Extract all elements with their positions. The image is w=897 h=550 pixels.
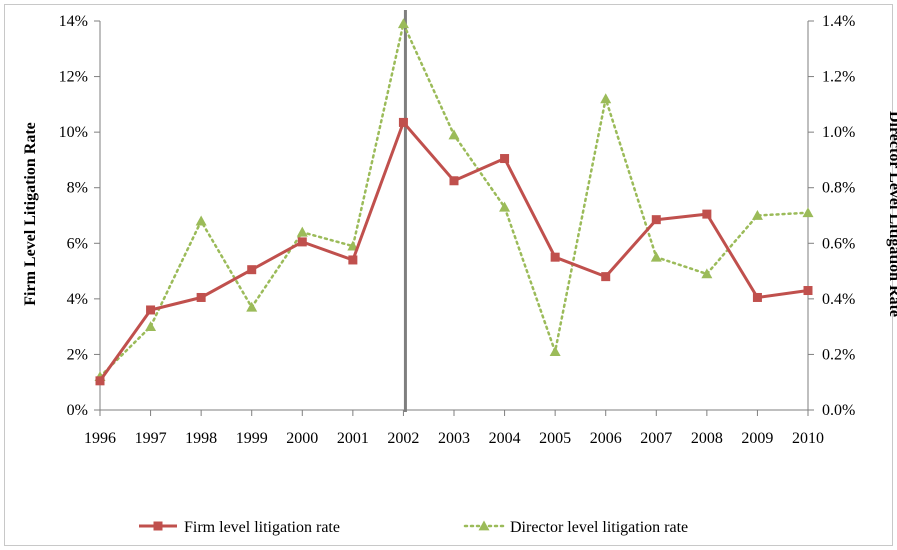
legend-marker-triangle bbox=[478, 520, 490, 531]
left-axis-tick-label: 6% bbox=[67, 235, 88, 252]
x-axis-tick-label: 2002 bbox=[387, 430, 419, 447]
x-axis-tick-label: 2010 bbox=[792, 430, 824, 447]
x-axis-tick-label: 1998 bbox=[185, 430, 217, 447]
right-axis-tick-label: 1.2% bbox=[822, 69, 855, 86]
data-point-square bbox=[95, 376, 105, 386]
data-point-square bbox=[550, 252, 560, 262]
series-firm-level bbox=[95, 117, 813, 386]
left-axis-tick-label: 8% bbox=[67, 180, 88, 197]
data-point-square bbox=[449, 176, 459, 186]
right-axis-tick-label: 0.0% bbox=[822, 402, 855, 419]
data-point-square bbox=[196, 292, 206, 302]
data-point-triangle bbox=[802, 207, 814, 218]
right-axis-title: Director Level Litigation Rate bbox=[886, 111, 897, 317]
legend: Firm level litigation rate Director level… bbox=[139, 519, 688, 536]
x-axis-tick-label: 2005 bbox=[539, 430, 571, 447]
right-axis-tick-labels: 0.0% 0.2% 0.4% 0.6% 0.8% 1.0% 1.2% 1.4% bbox=[822, 13, 855, 419]
x-axis-tick-label: 1996 bbox=[84, 430, 116, 447]
data-point-square bbox=[297, 237, 307, 247]
legend-label: Firm level litigation rate bbox=[184, 519, 340, 536]
left-axis-tick-label: 14% bbox=[59, 13, 88, 30]
data-point-square bbox=[601, 272, 611, 282]
data-point-square bbox=[398, 117, 408, 127]
x-axis-tick-label: 2000 bbox=[286, 430, 318, 447]
legend-marker-square bbox=[153, 521, 163, 531]
data-point-square bbox=[348, 255, 358, 265]
data-point-square bbox=[651, 215, 661, 225]
right-axis-tick-label: 0.4% bbox=[822, 291, 855, 308]
left-axis-tick-label: 10% bbox=[59, 124, 88, 141]
data-point-triangle bbox=[448, 129, 460, 140]
data-point-square bbox=[500, 154, 510, 164]
legend-item: Director level litigation rate bbox=[463, 519, 688, 536]
left-axis-tick-label: 4% bbox=[67, 291, 88, 308]
x-axis-tick-label: 2003 bbox=[438, 430, 470, 447]
series-layer bbox=[94, 18, 814, 386]
data-point-triangle bbox=[701, 268, 713, 279]
data-point-triangle bbox=[145, 321, 157, 332]
right-axis-tick-label: 1.4% bbox=[822, 13, 855, 30]
data-point-triangle bbox=[751, 210, 763, 220]
data-point-triangle bbox=[397, 18, 409, 29]
left-axis-tick-label: 12% bbox=[59, 69, 88, 86]
data-point-triangle bbox=[600, 93, 612, 104]
data-point-triangle bbox=[246, 301, 258, 312]
data-point-triangle bbox=[296, 226, 308, 237]
series-line bbox=[98, 120, 809, 382]
left-axis-tick-label: 0% bbox=[67, 402, 88, 419]
x-axis-tick-label: 2009 bbox=[741, 430, 773, 447]
data-point-square bbox=[247, 265, 257, 275]
x-axis-tick-labels: 1996 1997 1998 1999 2000 2001 2002 2003 2004 2005… bbox=[84, 430, 824, 447]
left-axis-tick-label: 2% bbox=[67, 346, 88, 363]
x-axis-tick-label: 1997 bbox=[135, 430, 167, 447]
data-point-square bbox=[702, 209, 712, 219]
data-point-triangle bbox=[347, 240, 359, 251]
left-axis-tick-labels: 0% 2% 4% 6% 8% 10% 12% 14% bbox=[59, 13, 88, 419]
right-axis-tick-label: 1.0% bbox=[822, 124, 855, 141]
right-axis-tick-label: 0.8% bbox=[822, 180, 855, 197]
x-axis-tick-label: 1999 bbox=[236, 430, 268, 447]
data-point-triangle bbox=[195, 215, 207, 226]
right-axis-tick-label: 0.2% bbox=[822, 346, 855, 363]
x-axis-tick-label: 2006 bbox=[590, 430, 622, 447]
legend-item: Firm level litigation rate bbox=[139, 519, 340, 536]
data-point-square bbox=[146, 305, 156, 315]
data-point-square bbox=[752, 292, 762, 302]
data-point-square bbox=[803, 286, 813, 296]
axes bbox=[94, 20, 814, 416]
left-axis-title: Firm Level Litigation Rate bbox=[22, 122, 39, 306]
x-axis-tick-label: 2004 bbox=[489, 430, 521, 447]
data-point-triangle bbox=[549, 346, 561, 357]
series-line bbox=[98, 22, 810, 378]
legend-label: Director level litigation rate bbox=[510, 519, 688, 536]
data-point-triangle bbox=[650, 251, 662, 262]
x-axis-tick-label: 2008 bbox=[691, 430, 723, 447]
data-point-triangle bbox=[499, 201, 511, 212]
series-director-level bbox=[94, 18, 814, 382]
x-axis-tick-label: 2007 bbox=[640, 430, 672, 447]
right-axis-tick-label: 0.6% bbox=[822, 235, 855, 252]
x-axis-tick-label: 2001 bbox=[337, 430, 369, 447]
